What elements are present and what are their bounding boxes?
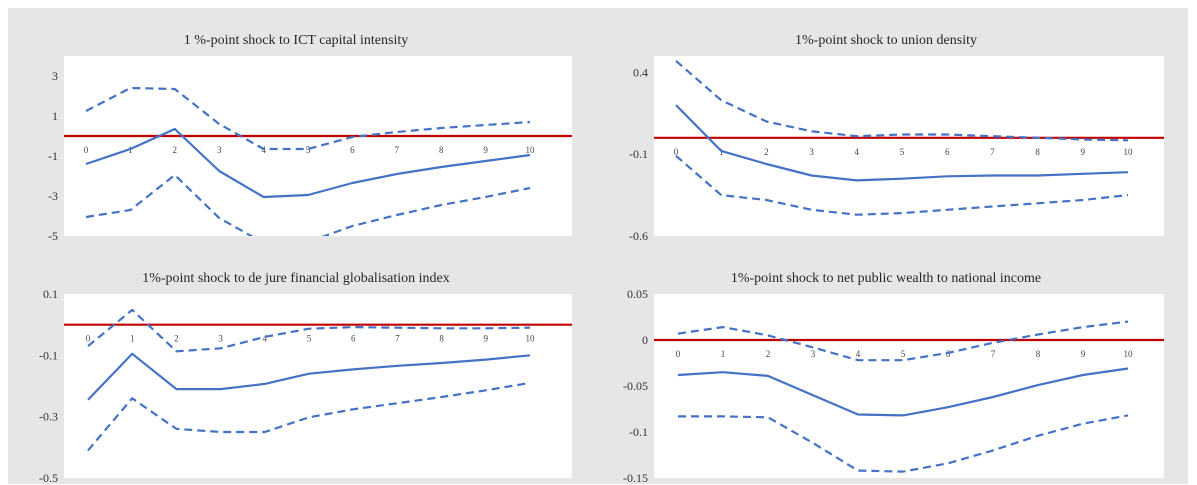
x-tick-label: 8 [439,145,444,155]
x-tick-label: 8 [1036,349,1041,359]
x-tick-label: 5 [900,147,905,157]
series-line-lower [678,414,1129,473]
y-tick-label: -0.1 [629,425,648,439]
series-line-upper [87,308,531,353]
series-line-upper [675,60,1129,142]
x-tick-label: 7 [990,147,995,157]
y-tick-label: -0.1 [39,348,58,362]
y-tick-label: -0.15 [623,471,648,485]
x-tick-label: 2 [764,147,769,157]
x-tick-label: 2 [766,349,771,359]
x-tick-label: 2 [173,145,178,155]
x-tick-label: 9 [483,145,488,155]
chart-union-density: 1%-point shock to union density 0.4 -0.1 -0… [629,33,1164,243]
y-tick-label: -0.3 [39,410,58,424]
y-tick-label: 0.4 [633,65,648,79]
y-tick-label: 0 [642,333,648,347]
y-tick-label: -0.1 [629,147,648,161]
series-line-upper [85,86,531,151]
chart-panel-union-density: 1%-point shock to union density 0.4 -0.1 -0… [598,8,1188,248]
y-tick-label: -0.6 [629,229,648,243]
series-line-lower [675,154,1129,216]
x-tick-label: 10 [526,145,536,155]
x-tick-label: 9 [1081,147,1086,157]
series-line-lower [87,381,531,452]
series-line-estimate [677,367,1129,417]
chart-title: 1%-point shock to union density [795,33,977,48]
chart-panel-financial-globalisation: 1%-point shock to de jure financial glob… [8,248,598,485]
x-tick-label: 6 [350,145,355,155]
x-tick-label: 0 [674,147,679,157]
series-line-estimate [87,352,531,401]
x-tick-label: 3 [811,349,816,359]
figure-frame: 1 %-point shock to ICT capital intensity… [8,8,1188,485]
x-tick-label: 7 [395,145,400,155]
x-tick-label: 0 [86,334,91,344]
series-line-lower [85,173,531,236]
x-tick-label: 6 [945,147,950,157]
x-tick-label: 3 [217,145,222,155]
y-tick-label: -0.05 [623,379,648,393]
x-tick-label: 4 [855,147,860,157]
chart-title: 1%-point shock to net public wealth to n… [731,271,1041,286]
x-tick-label: 9 [484,334,489,344]
x-tick-label: 8 [439,334,444,344]
y-tick-label: 0.05 [627,287,648,301]
chart-title: 1 %-point shock to ICT capital intensity [184,33,409,48]
y-tick-label: -3 [48,189,58,203]
chart-title: 1%-point shock to de jure financial glob… [142,271,450,286]
chart-panel-net-public-wealth: 1%-point shock to net public wealth to n… [598,248,1188,485]
series-line-estimate [675,104,1129,182]
plot-area [654,294,1164,478]
x-tick-label: 2 [174,334,179,344]
plot-area [64,56,572,236]
x-tick-label: 6 [351,334,356,344]
x-tick-label: 3 [809,147,814,157]
x-tick-label: 8 [1035,147,1040,157]
plot-area [654,56,1164,236]
x-tick-label: 10 [1124,147,1134,157]
y-tick-label: -5 [48,229,58,243]
y-tick-label: 0.1 [43,287,58,301]
y-tick-label: 3 [52,69,58,83]
series-line-upper [677,320,1129,362]
x-tick-label: 9 [1081,349,1086,359]
x-tick-label: 7 [991,349,996,359]
y-tick-label: -0.5 [39,471,58,485]
x-tick-label: 10 [526,334,536,344]
x-tick-label: 5 [307,334,312,344]
y-tick-label: -1 [48,149,58,163]
series-line-estimate [85,127,531,199]
x-tick-label: 5 [901,349,906,359]
x-tick-label: 1 [130,334,135,344]
plot-area [64,294,572,478]
x-tick-label: 7 [395,334,400,344]
x-tick-label: 0 [84,145,89,155]
x-tick-label: 3 [218,334,223,344]
chart-financial-globalisation: 1%-point shock to de jure financial glob… [39,271,572,485]
chart-panel-ict-capital: 1 %-point shock to ICT capital intensity… [8,8,598,248]
x-tick-label: 5 [306,145,311,155]
x-tick-label: 10 [1124,349,1134,359]
x-tick-label: 4 [263,334,268,344]
y-tick-label: 1 [52,109,58,123]
x-tick-label: 4 [856,349,861,359]
x-tick-label: 0 [676,349,681,359]
x-tick-label: 6 [946,349,951,359]
x-tick-label: 1 [721,349,726,359]
chart-ict-capital: 1 %-point shock to ICT capital intensity… [48,33,572,243]
chart-net-public-wealth: 1%-point shock to net public wealth to n… [623,271,1164,485]
